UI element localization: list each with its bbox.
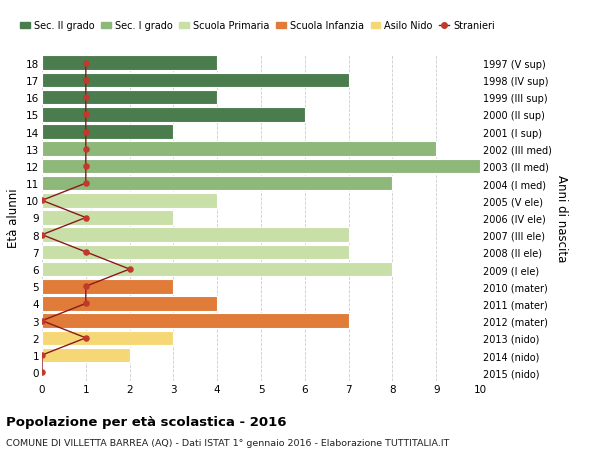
Bar [42, 297, 217, 311]
Point [81, 249, 91, 256]
Point [125, 266, 134, 273]
Bar [42, 73, 349, 88]
Y-axis label: Anni di nascita: Anni di nascita [556, 174, 568, 262]
Point [81, 146, 91, 153]
Bar [42, 331, 173, 345]
Bar [42, 125, 173, 140]
Point [81, 180, 91, 187]
Bar [42, 142, 436, 157]
Bar [42, 348, 130, 363]
Bar [42, 159, 480, 174]
Point [37, 197, 47, 205]
Point [81, 77, 91, 84]
Bar [42, 245, 349, 260]
Bar [42, 211, 173, 225]
Point [37, 231, 47, 239]
Text: Popolazione per età scolastica - 2016: Popolazione per età scolastica - 2016 [6, 415, 287, 428]
Point [81, 112, 91, 119]
Legend: Sec. II grado, Sec. I grado, Scuola Primaria, Scuola Infanzia, Asilo Nido, Stran: Sec. II grado, Sec. I grado, Scuola Prim… [16, 17, 499, 35]
Point [81, 300, 91, 308]
Bar [42, 91, 217, 105]
Bar [42, 262, 392, 277]
Point [37, 369, 47, 376]
Point [81, 60, 91, 67]
Y-axis label: Età alunni: Età alunni [7, 188, 20, 248]
Point [81, 129, 91, 136]
Bar [42, 228, 349, 242]
Point [81, 214, 91, 222]
Text: COMUNE DI VILLETTA BARREA (AQ) - Dati ISTAT 1° gennaio 2016 - Elaborazione TUTTI: COMUNE DI VILLETTA BARREA (AQ) - Dati IS… [6, 438, 449, 448]
Point [81, 335, 91, 342]
Point [37, 352, 47, 359]
Bar [42, 194, 217, 208]
Point [81, 94, 91, 101]
Bar [42, 313, 349, 328]
Bar [42, 108, 305, 123]
Point [37, 317, 47, 325]
Bar [42, 176, 392, 191]
Point [81, 283, 91, 290]
Bar [42, 280, 173, 294]
Point [81, 163, 91, 170]
Bar [42, 56, 217, 71]
